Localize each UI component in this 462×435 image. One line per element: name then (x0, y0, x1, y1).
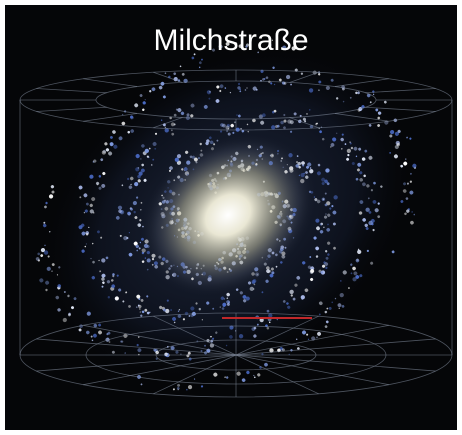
galaxy-image: Milchstraße (0, 0, 462, 435)
title: Milchstraße (153, 24, 308, 57)
page: Milchstraße (() => { const data = JSON.p… (0, 0, 462, 435)
